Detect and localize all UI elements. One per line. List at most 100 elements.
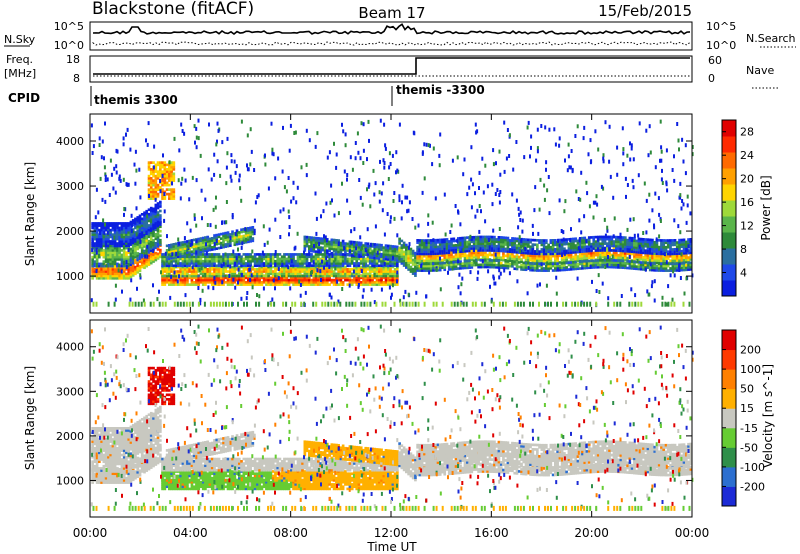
power-cell (174, 278, 178, 282)
power-cell (540, 269, 544, 272)
power-cell (125, 226, 128, 230)
power-cell (619, 256, 623, 259)
power-cell (253, 264, 257, 268)
power-cell (125, 253, 128, 257)
power-cell (165, 272, 169, 276)
power-cell (362, 250, 365, 254)
power-cell (91, 235, 94, 239)
power-cell (515, 239, 519, 243)
power-cell (161, 264, 164, 268)
power-cell (585, 252, 589, 255)
power-cell (624, 262, 627, 265)
power-cell (599, 261, 602, 264)
power-cell (612, 261, 616, 265)
power-cell (125, 255, 128, 259)
power-cell (287, 270, 291, 273)
power-cell (445, 238, 449, 241)
power-cell (687, 238, 690, 241)
power-cell (120, 235, 124, 239)
power-cell (384, 248, 388, 252)
power-cell (165, 188, 169, 191)
power-cell (644, 263, 647, 267)
power-cell (375, 243, 379, 247)
power-cell (447, 249, 451, 252)
power-cell (405, 250, 408, 254)
power-cell (251, 257, 255, 261)
power-cell (247, 257, 250, 261)
power-cell (122, 262, 126, 266)
power-cell (206, 264, 210, 268)
power-cell (499, 245, 503, 248)
power-cell (678, 245, 681, 249)
power-cell (292, 268, 295, 271)
power-cell (118, 258, 121, 261)
power-cell (289, 257, 293, 261)
power-cell (328, 283, 331, 286)
power-cell (675, 266, 679, 270)
power-cell (165, 281, 169, 284)
power-cell (556, 252, 559, 255)
power-cell (310, 240, 313, 244)
power-cell (610, 261, 614, 264)
power-cell (599, 249, 602, 252)
power-cell (671, 239, 675, 242)
power-cell (100, 222, 103, 225)
power-cell (152, 230, 155, 233)
power-cell (217, 259, 221, 263)
power-cell (145, 239, 149, 242)
power-cell (583, 260, 587, 263)
power-cell (165, 170, 169, 173)
power-cell (188, 248, 191, 252)
power-cell (127, 231, 131, 234)
power-cell (484, 246, 487, 250)
power-cell (233, 272, 237, 276)
power-cell (104, 224, 108, 227)
power-cell (149, 233, 153, 237)
power-cell (601, 253, 605, 257)
power-cell (475, 261, 478, 265)
power-cell (416, 264, 419, 268)
power-cell (149, 238, 153, 241)
power-cell (168, 192, 171, 196)
power-cell (292, 262, 295, 265)
power-cell (149, 211, 153, 214)
power-cell (572, 237, 575, 241)
power-cell (389, 278, 392, 282)
power-cell (346, 259, 350, 263)
power-cell (328, 259, 331, 263)
power-cell (387, 253, 390, 257)
power-cell (104, 242, 108, 245)
power-cell (332, 243, 336, 246)
power-cell (680, 258, 684, 262)
power-cell (450, 242, 453, 245)
power-cell (466, 243, 469, 246)
power-cell (109, 264, 112, 268)
power-cell (328, 253, 331, 256)
power-cell (653, 256, 657, 260)
power-cell (517, 261, 521, 264)
power-cell (524, 245, 528, 248)
power-cell (441, 264, 444, 267)
power-cell (400, 257, 404, 261)
power-cell (472, 249, 476, 253)
power-cell (339, 278, 343, 282)
power-cell (147, 212, 151, 216)
power-cell (120, 253, 124, 257)
power-cell (136, 243, 140, 246)
power-cell (224, 243, 228, 246)
power-cell (138, 214, 142, 218)
power-cell (179, 281, 182, 284)
power-cell (538, 241, 541, 244)
power-cell (515, 260, 519, 264)
power-cell (100, 240, 103, 243)
power-cell (630, 245, 634, 249)
power-cell (127, 272, 131, 276)
power-cell (387, 272, 390, 276)
power-cell (143, 238, 146, 242)
power-cell (170, 250, 173, 253)
power-cell (149, 172, 153, 176)
power-cell (506, 252, 510, 256)
power-cell (247, 238, 250, 241)
power-cell (475, 256, 478, 259)
power-cell (136, 236, 140, 239)
